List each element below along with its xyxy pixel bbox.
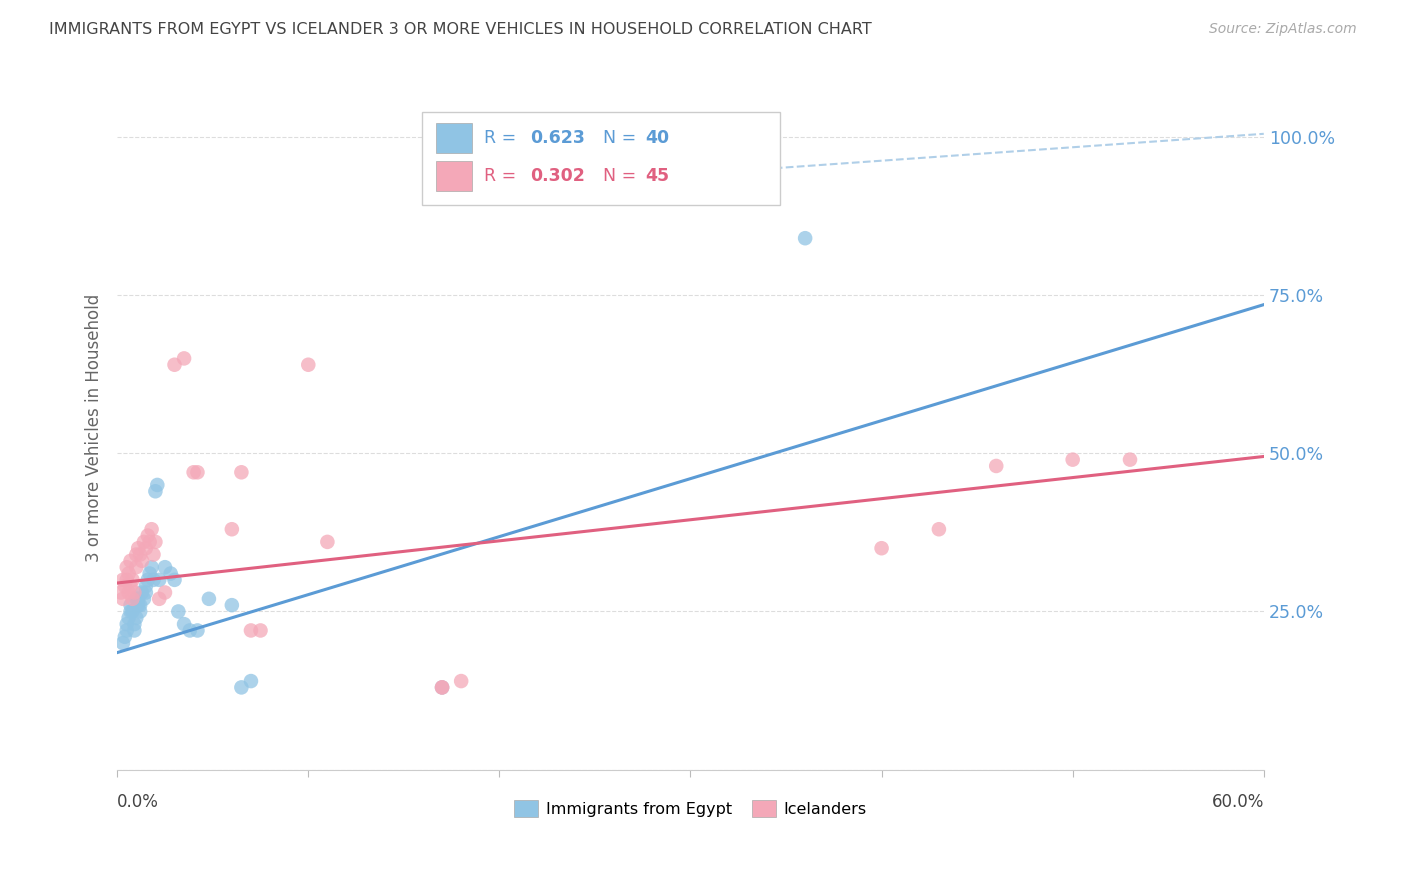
Point: [131, 585, 153, 599]
Point: [145, 484, 167, 499]
Point: [124, 585, 146, 599]
Point: [173, 351, 195, 366]
Point: [121, 605, 143, 619]
Point: [120, 605, 142, 619]
Point: [127, 541, 149, 556]
Point: [141, 522, 163, 536]
Point: [231, 681, 253, 695]
Point: [120, 598, 142, 612]
Text: 0.0%: 0.0%: [117, 793, 159, 811]
Point: [135, 541, 157, 556]
Point: [249, 624, 271, 638]
Text: 0.302: 0.302: [530, 167, 585, 185]
Point: [198, 591, 221, 606]
Point: [153, 585, 176, 599]
Point: [132, 591, 155, 606]
Point: [125, 548, 148, 562]
Point: [794, 231, 817, 245]
Point: [120, 554, 142, 568]
Point: [239, 674, 262, 689]
Point: [148, 591, 170, 606]
Point: [136, 528, 159, 542]
Point: [186, 465, 208, 479]
Point: [121, 591, 143, 606]
Point: [114, 630, 136, 644]
Point: [231, 465, 253, 479]
Point: [145, 534, 167, 549]
Y-axis label: 3 or more Vehicles in Household: 3 or more Vehicles in Household: [86, 293, 103, 562]
Text: 60.0%: 60.0%: [1212, 793, 1264, 811]
Text: 45: 45: [645, 167, 669, 185]
Point: [138, 534, 160, 549]
Point: [146, 478, 169, 492]
Point: [138, 566, 160, 581]
Point: [142, 573, 165, 587]
Point: [129, 548, 152, 562]
Point: [115, 617, 138, 632]
Point: [135, 585, 157, 599]
Point: [183, 465, 205, 479]
Point: [111, 636, 134, 650]
Point: [114, 579, 136, 593]
Text: 40: 40: [645, 129, 669, 147]
Point: [120, 579, 142, 593]
Point: [124, 617, 146, 632]
Text: N =: N =: [603, 167, 643, 185]
Point: [179, 624, 201, 638]
Point: [115, 624, 138, 638]
Text: IMMIGRANTS FROM EGYPT VS ICELANDER 3 OR MORE VEHICLES IN HOUSEHOLD CORRELATION C: IMMIGRANTS FROM EGYPT VS ICELANDER 3 OR …: [49, 22, 872, 37]
Point: [1062, 452, 1084, 467]
Point: [127, 598, 149, 612]
Point: [125, 591, 148, 606]
Point: [136, 573, 159, 587]
Point: [297, 358, 319, 372]
Point: [928, 522, 950, 536]
Point: [986, 458, 1008, 473]
Point: [118, 585, 141, 599]
Point: [430, 681, 453, 695]
Point: [316, 534, 339, 549]
Point: [118, 611, 141, 625]
Point: [121, 573, 143, 587]
Point: [132, 534, 155, 549]
Point: [110, 585, 132, 599]
Point: [125, 560, 148, 574]
Point: [142, 548, 165, 562]
Point: [173, 617, 195, 632]
Point: [115, 573, 138, 587]
Legend: Immigrants from Egypt, Icelanders: Immigrants from Egypt, Icelanders: [508, 794, 873, 823]
Point: [118, 566, 141, 581]
Point: [159, 566, 181, 581]
Point: [111, 573, 134, 587]
Point: [1119, 452, 1142, 467]
Text: R =: R =: [484, 167, 522, 185]
Point: [430, 681, 453, 695]
Point: [430, 681, 453, 695]
Point: [127, 591, 149, 606]
Point: [163, 573, 186, 587]
Text: Source: ZipAtlas.com: Source: ZipAtlas.com: [1209, 22, 1357, 37]
Point: [221, 598, 243, 612]
Point: [111, 591, 134, 606]
Point: [129, 605, 152, 619]
Text: N =: N =: [603, 129, 643, 147]
Point: [163, 358, 186, 372]
Point: [125, 611, 148, 625]
Point: [167, 605, 190, 619]
Point: [141, 560, 163, 574]
Point: [148, 573, 170, 587]
Text: 0.623: 0.623: [530, 129, 585, 147]
Point: [115, 560, 138, 574]
Text: R =: R =: [484, 129, 522, 147]
Point: [129, 598, 152, 612]
Point: [870, 541, 893, 556]
Point: [131, 554, 153, 568]
Point: [153, 560, 176, 574]
Point: [239, 624, 262, 638]
Point: [186, 624, 208, 638]
Point: [124, 624, 146, 638]
Point: [450, 674, 472, 689]
Point: [135, 579, 157, 593]
Point: [221, 522, 243, 536]
